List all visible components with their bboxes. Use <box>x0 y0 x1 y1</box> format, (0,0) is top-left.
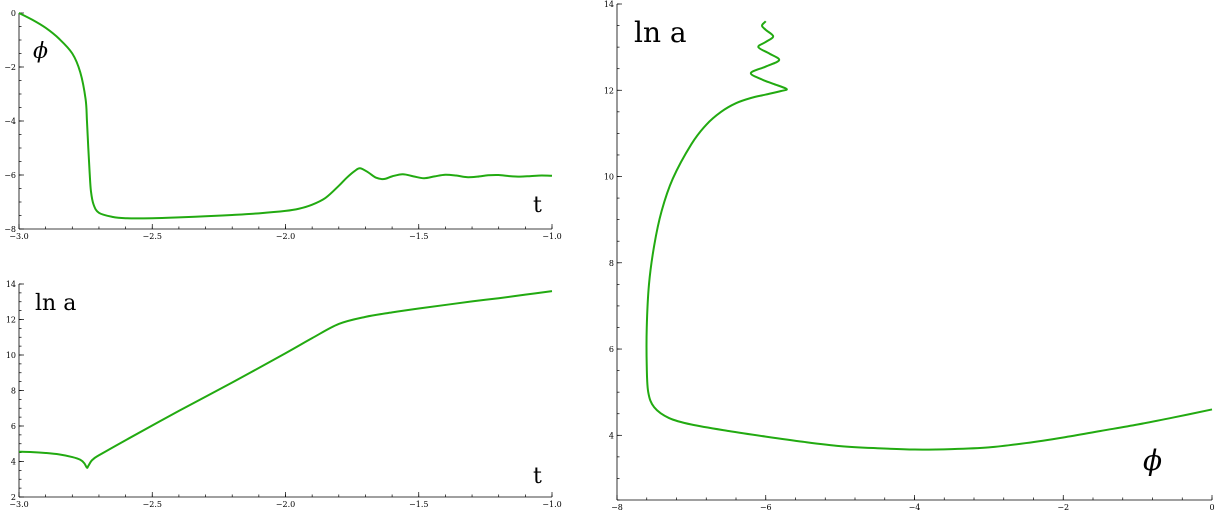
y-tick-label: 2 <box>11 493 16 502</box>
lna-vs-phi-panel: −8 −6 −4 −2 0 4 6 8 10 12 14 ln a ϕ <box>604 0 1215 512</box>
t-annotation: t <box>533 193 542 218</box>
lna-annotation: ln a <box>35 291 76 316</box>
y-tick-label: 14 <box>604 0 614 9</box>
y-tick-label: 4 <box>609 431 614 440</box>
y-tick-label: 6 <box>11 422 16 431</box>
tick-labels: −3.0 −2.5 −2.0 −1.5 −1.0 2 4 6 8 10 12 14 <box>6 280 562 509</box>
y-tick-label: 6 <box>609 345 614 354</box>
phi-vs-t-panel: −3.0 −2.5 −2.0 −1.5 −1.0 −8 −6 −4 −2 0 ϕ t <box>4 9 562 241</box>
y-tick-label: −2 <box>4 63 16 72</box>
y-tick-label: 4 <box>11 458 16 467</box>
x-tick-label: −1.5 <box>409 500 428 509</box>
ticks <box>18 283 553 498</box>
t-annotation: t <box>533 464 542 489</box>
lna-vs-t-panel: −3.0 −2.5 −2.0 −1.5 −1.0 2 4 6 8 10 12 14 ln a t <box>6 280 562 509</box>
phi-curve <box>18 12 553 220</box>
x-tick-label: −2.5 <box>143 500 162 509</box>
x-tick-label: −8 <box>611 503 623 512</box>
x-tick-label: −6 <box>760 503 772 512</box>
y-tick-label: 14 <box>6 280 16 289</box>
x-tick-label: −3.0 <box>9 500 28 509</box>
y-tick-label: 10 <box>604 173 614 182</box>
x-tick-label: −1.0 <box>542 500 561 509</box>
y-tick-label: 10 <box>6 351 16 360</box>
x-tick-label: −1.0 <box>542 232 561 241</box>
x-tick-label: 0 <box>1209 503 1214 512</box>
x-tick-label: −2.0 <box>276 232 295 241</box>
phi-annotation: ϕ <box>33 39 48 64</box>
y-tick-label: 8 <box>609 259 614 268</box>
x-tick-label: −1.5 <box>409 232 428 241</box>
x-tick-label: −2 <box>1057 503 1069 512</box>
lna-annotation: ln a <box>634 16 687 49</box>
x-tick-label: −2.5 <box>143 232 162 241</box>
tick-labels: −3.0 −2.5 −2.0 −1.5 −1.0 −8 −6 −4 −2 0 <box>4 9 562 241</box>
y-tick-label: 12 <box>6 316 16 325</box>
lna-phi-curve <box>645 20 1213 451</box>
lna-curve <box>18 290 553 469</box>
y-tick-label: −8 <box>4 225 16 234</box>
tick-labels: −8 −6 −4 −2 0 4 6 8 10 12 14 <box>604 0 1215 512</box>
y-tick-label: 0 <box>11 9 16 18</box>
y-tick-label: −4 <box>4 117 16 126</box>
x-tick-label: −3.0 <box>9 232 28 241</box>
y-tick-label: 12 <box>604 86 614 95</box>
ticks <box>18 12 553 230</box>
x-tick-label: −2.0 <box>276 500 295 509</box>
y-tick-label: 8 <box>11 387 16 396</box>
y-tick-label: −6 <box>4 171 16 180</box>
x-tick-label: −4 <box>909 503 921 512</box>
phi-annotation: ϕ <box>1143 444 1162 477</box>
ticks <box>616 3 1213 501</box>
